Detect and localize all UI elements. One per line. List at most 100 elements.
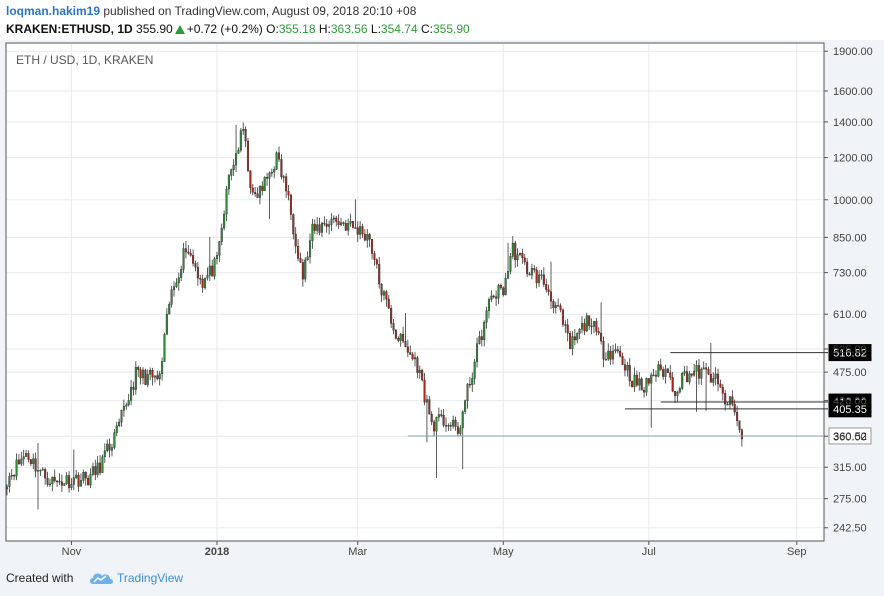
candle-up — [153, 375, 156, 378]
candle-up — [471, 378, 474, 386]
y-tick-label: 1400.00 — [833, 117, 873, 129]
candle-up — [332, 217, 335, 220]
candle-down — [468, 383, 471, 386]
candle-up — [82, 472, 85, 481]
candle-down — [99, 462, 102, 473]
candle-down — [84, 472, 87, 479]
candle-up — [382, 291, 386, 296]
candle-up — [626, 365, 629, 371]
candle-up — [72, 477, 75, 485]
candle-down — [647, 378, 650, 384]
created-with-text: Created with — [6, 571, 74, 585]
candle-down — [323, 222, 326, 225]
tradingview-cloud-icon[interactable] — [88, 570, 114, 586]
candle-up — [645, 378, 648, 393]
candle-down — [189, 253, 192, 256]
candle-up — [165, 313, 168, 335]
candle-down — [595, 320, 598, 332]
candle-up — [540, 274, 543, 276]
candle-down — [569, 333, 572, 350]
candle-up — [340, 222, 343, 226]
candle-down — [137, 367, 140, 370]
candle-up — [700, 368, 703, 379]
close-label: C: — [420, 22, 433, 36]
candle-up — [239, 130, 242, 151]
candle-down — [132, 387, 135, 390]
candle-up — [275, 152, 278, 170]
candle-down — [583, 323, 586, 332]
candle-down — [674, 391, 677, 396]
open-value: 355.18 — [278, 22, 316, 36]
candle-down — [535, 269, 538, 284]
y-tick-label: 242.50 — [833, 523, 867, 535]
candle-down — [719, 383, 722, 388]
candle-up — [48, 483, 51, 486]
candle-down — [363, 233, 366, 241]
candle-up — [177, 277, 180, 284]
candle-down — [480, 336, 483, 340]
candle-down — [547, 289, 550, 292]
candle-up — [695, 365, 698, 372]
candle-down — [528, 273, 531, 276]
candle-down — [697, 365, 700, 379]
level-price-label: 405.35 — [833, 404, 867, 416]
candle-down — [609, 350, 612, 360]
candle-up — [578, 329, 581, 334]
candle-down — [685, 371, 689, 383]
chart-header: loqman.hakim19 published on TradingView.… — [0, 0, 884, 40]
candle-down — [246, 140, 250, 171]
candle-up — [235, 153, 238, 166]
candle-up — [106, 443, 109, 452]
y-tick-label: 475.00 — [833, 367, 867, 379]
candle-down — [261, 185, 264, 191]
candle-up — [306, 256, 309, 261]
candle-up — [146, 374, 149, 385]
candle-down — [521, 253, 524, 259]
level-price-tag — [828, 427, 872, 445]
candle-up — [681, 373, 684, 389]
candle-up — [15, 459, 18, 477]
candle-down — [738, 420, 741, 430]
candle-down — [337, 221, 340, 226]
candle-down — [244, 128, 247, 142]
candle-up — [110, 447, 114, 451]
open-label: O: — [266, 22, 279, 36]
candle-down — [361, 226, 364, 235]
candle-up — [614, 349, 617, 352]
candle-up — [208, 265, 211, 276]
candle-up — [607, 350, 610, 360]
candle-down — [433, 421, 436, 432]
candle-up — [435, 416, 438, 432]
candle-up — [163, 334, 166, 362]
candle-down — [671, 377, 674, 392]
candle-down — [151, 370, 154, 378]
plot-area[interactable] — [5, 42, 825, 542]
candle-up — [282, 176, 285, 178]
candle-down — [409, 352, 412, 355]
candle-up — [483, 322, 486, 340]
candle-down — [628, 365, 631, 382]
candle-down — [344, 222, 347, 231]
candle-down — [187, 251, 190, 254]
candle-up — [476, 343, 479, 363]
candle-down — [552, 301, 555, 309]
candle-up — [242, 128, 245, 131]
candle-up — [507, 271, 510, 279]
candle-up — [213, 258, 216, 277]
candle-down — [616, 349, 619, 352]
author-link[interactable]: loqman.hakim19 — [6, 4, 101, 18]
candle-up — [728, 396, 731, 405]
candle-down — [87, 477, 90, 486]
candle-down — [280, 159, 283, 178]
candle-down — [406, 346, 409, 353]
candle-down — [139, 369, 142, 379]
candle-up — [657, 364, 660, 377]
candle-down — [44, 469, 47, 479]
candle-up — [175, 282, 178, 287]
tradingview-brand-link[interactable]: TradingView — [117, 571, 184, 585]
candle-down — [716, 373, 720, 385]
candle-up — [461, 411, 464, 429]
candle-down — [690, 373, 693, 376]
candle-up — [304, 259, 307, 280]
